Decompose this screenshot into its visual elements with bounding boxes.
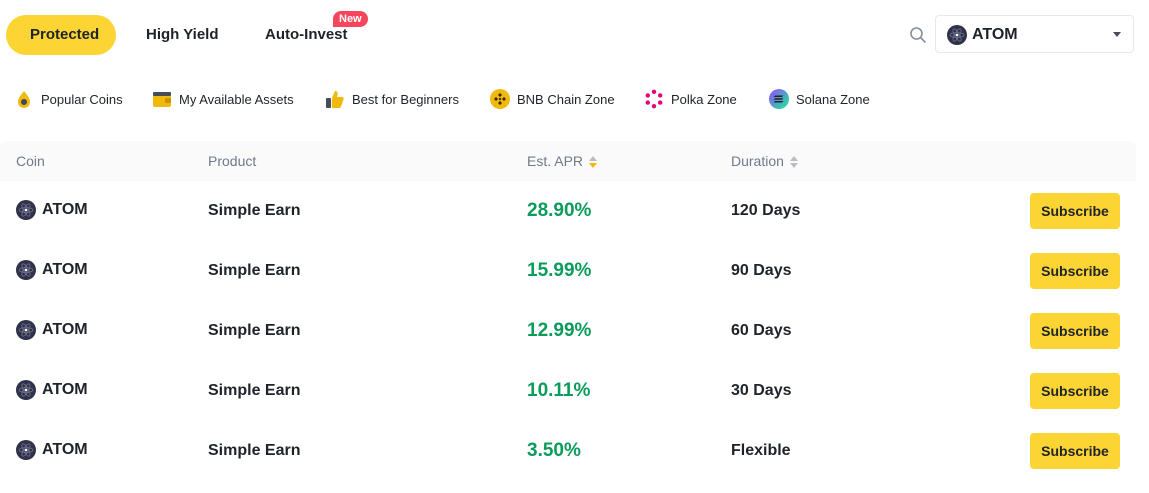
product-name: Simple Earn	[208, 262, 301, 279]
coin-cell: ATOM	[16, 360, 88, 420]
zone-label: Polka Zone	[671, 91, 737, 107]
apr-value: 3.50%	[527, 440, 581, 461]
product-name: Simple Earn	[208, 382, 301, 399]
subscribe-button[interactable]: Subscribe	[1030, 193, 1120, 229]
coin-select[interactable]: ATOM	[935, 15, 1134, 53]
coin-name: ATOM	[42, 441, 88, 458]
thumbs-up-icon	[326, 91, 344, 108]
subscribe-button[interactable]: Subscribe	[1030, 253, 1120, 289]
zone-solana[interactable]: Solana Zone	[769, 88, 870, 110]
sort-icon	[589, 156, 598, 169]
solana-icon	[769, 89, 789, 109]
zone-polka[interactable]: Polka Zone	[644, 88, 737, 110]
tab-high-yield[interactable]: High Yield	[146, 26, 219, 43]
product-name: Simple Earn	[208, 322, 301, 339]
tab-protected[interactable]: Protected	[6, 15, 116, 55]
coin-select-value: ATOM	[972, 26, 1018, 43]
col-duration-sort[interactable]: Duration	[731, 141, 798, 181]
atom-icon	[16, 380, 36, 400]
product-tabs-bar: Protected High Yield Auto-Invest New ATO…	[0, 0, 1149, 70]
zone-label: Popular Coins	[41, 91, 123, 107]
atom-icon	[16, 200, 36, 220]
zone-label: Solana Zone	[796, 91, 870, 107]
coin-cell: ATOM	[16, 300, 88, 360]
col-duration: Duration	[731, 153, 784, 169]
coin-cell: ATOM	[16, 240, 88, 300]
subscribe-button[interactable]: Subscribe	[1030, 433, 1120, 469]
subscribe-button[interactable]: Subscribe	[1030, 373, 1120, 409]
polkadot-icon	[645, 89, 663, 109]
apr-value: 28.90%	[527, 200, 592, 221]
coin-name: ATOM	[42, 201, 88, 218]
zone-label: BNB Chain Zone	[517, 91, 615, 107]
zone-label: Best for Beginners	[352, 91, 459, 107]
table-row: ATOM Simple Earn 10.11% 30 Days Subscrib…	[0, 361, 1136, 421]
apr-value: 12.99%	[527, 320, 592, 341]
table-row: ATOM Simple Earn 28.90% 120 Days Subscri…	[0, 181, 1136, 241]
bnb-icon	[490, 89, 510, 109]
subscribe-button[interactable]: Subscribe	[1030, 313, 1120, 349]
duration-value: 120 Days	[731, 202, 801, 219]
tab-auto-invest[interactable]: Auto-Invest	[265, 26, 348, 43]
apr-value: 10.11%	[527, 380, 591, 401]
search-icon[interactable]	[909, 26, 927, 44]
zone-popular-coins[interactable]: Popular Coins	[14, 88, 123, 110]
product-name: Simple Earn	[208, 442, 301, 459]
atom-icon	[947, 25, 967, 45]
zone-best-for-beginners[interactable]: Best for Beginners	[325, 88, 459, 110]
chevron-down-icon	[1113, 32, 1121, 37]
atom-icon	[16, 320, 36, 340]
new-badge: New	[333, 11, 368, 27]
product-name: Simple Earn	[208, 202, 301, 219]
table-row: ATOM Simple Earn 3.50% Flexible Subscrib…	[0, 421, 1136, 481]
duration-value: 60 Days	[731, 322, 792, 339]
table-row: ATOM Simple Earn 15.99% 90 Days Subscrib…	[0, 241, 1136, 301]
coin-name: ATOM	[42, 381, 88, 398]
coin-cell: ATOM	[16, 420, 88, 480]
apr-value: 15.99%	[527, 260, 592, 281]
coin-name: ATOM	[42, 321, 88, 338]
col-apr-sort[interactable]: Est. APR	[527, 141, 598, 181]
duration-value: 90 Days	[731, 262, 792, 279]
duration-value: Flexible	[731, 442, 791, 459]
zone-label: My Available Assets	[179, 91, 294, 107]
table-row: ATOM Simple Earn 12.99% 60 Days Subscrib…	[0, 301, 1136, 361]
col-coin: Coin	[16, 153, 45, 169]
atom-icon	[16, 260, 36, 280]
wallet-icon	[153, 92, 171, 107]
popular-coins-icon	[18, 91, 30, 108]
col-product: Product	[208, 153, 257, 169]
sort-icon	[789, 156, 798, 169]
table-header: Coin Product Est. APR Duration	[0, 141, 1136, 181]
col-apr: Est. APR	[527, 153, 584, 169]
coin-name: ATOM	[42, 261, 88, 278]
coin-cell: ATOM	[16, 180, 88, 240]
duration-value: 30 Days	[731, 382, 792, 399]
atom-icon	[16, 440, 36, 460]
zone-bnb-chain[interactable]: BNB Chain Zone	[490, 88, 615, 110]
zone-my-available-assets[interactable]: My Available Assets	[152, 88, 294, 110]
